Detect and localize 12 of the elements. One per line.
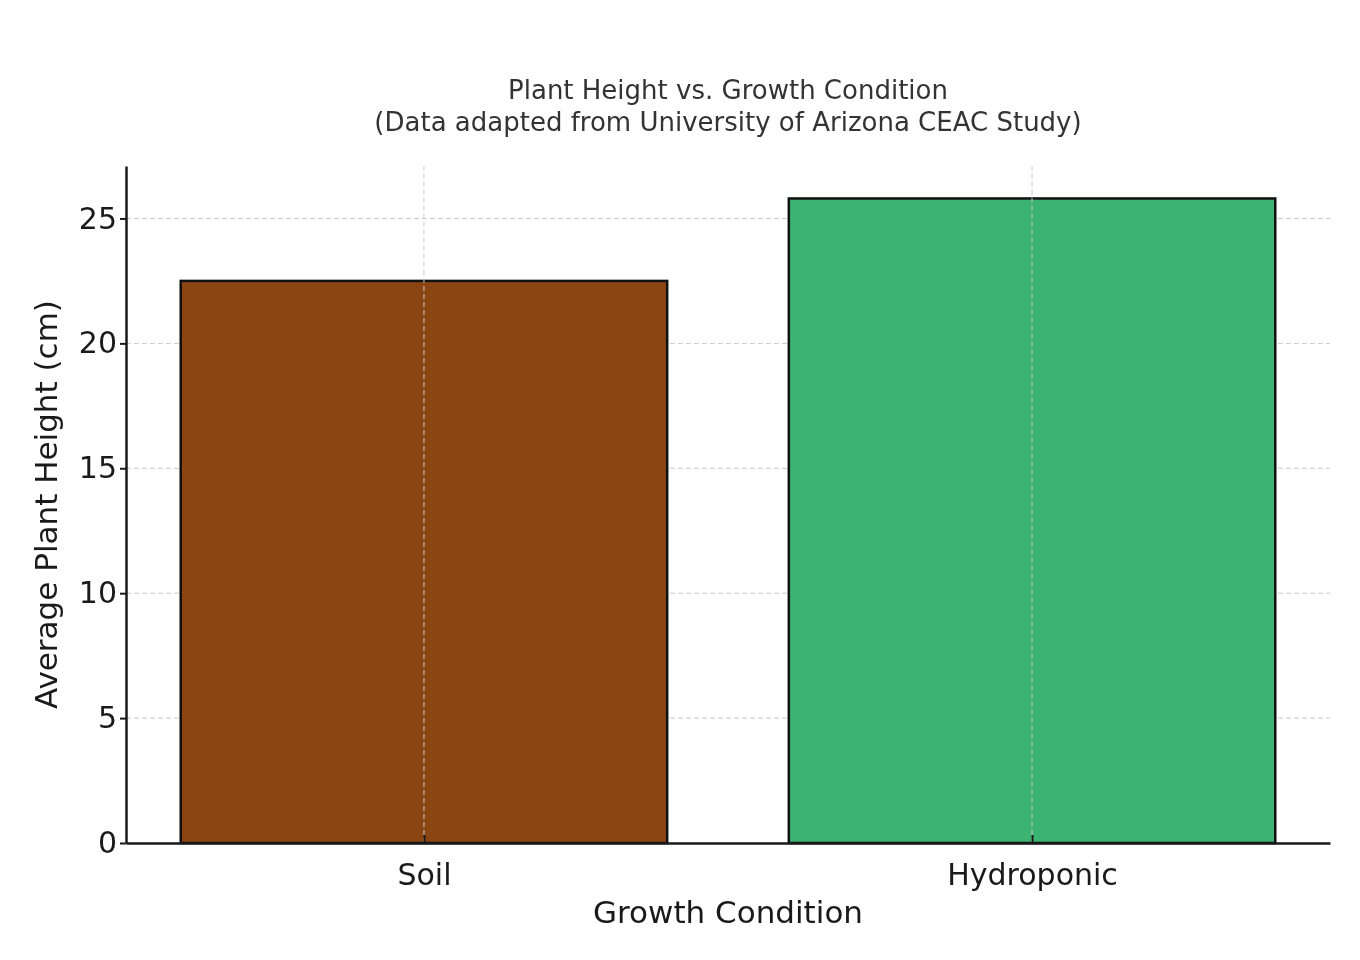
y-tick-label: 10: [78, 575, 117, 611]
chart-title: Plant Height vs. Growth Condition: [508, 75, 948, 105]
y-tick-label: 25: [78, 200, 117, 236]
y-tick-label: 5: [97, 700, 117, 736]
chart-subtitle: (Data adapted from University of Arizona CEAC Study): [374, 107, 1082, 137]
y-axis-title: Average Plant Height (cm): [28, 300, 64, 709]
y-tick-label: 0: [97, 825, 117, 861]
x-tick-label: Hydroponic: [947, 857, 1118, 892]
x-tick-label: Soil: [397, 857, 452, 892]
y-tick-label: 15: [78, 450, 117, 486]
x-axis-title: Growth Condition: [593, 894, 863, 930]
y-tick-label: 20: [78, 325, 117, 361]
